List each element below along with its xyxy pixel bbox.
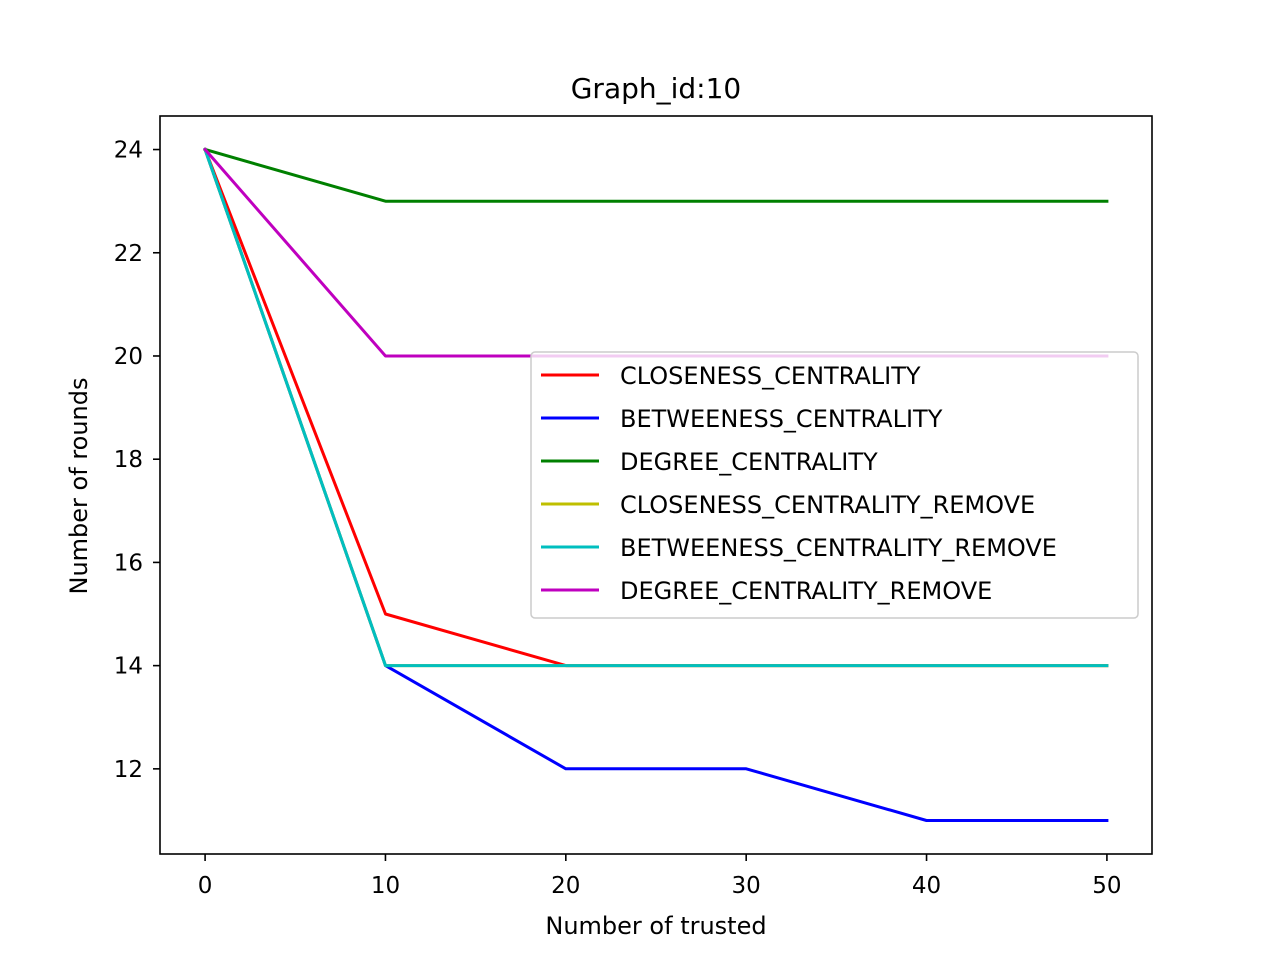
y-tick-label: 24: [114, 138, 143, 164]
y-tick-label: 22: [114, 241, 143, 267]
y-axis-label: Number of rounds: [65, 378, 93, 595]
y-tick-label: 14: [114, 654, 143, 680]
x-tick-label: 0: [198, 873, 213, 899]
x-axis: 0 10 20 30 40 50: [198, 854, 1122, 899]
x-tick-label: 30: [732, 873, 761, 899]
y-tick-label: 12: [114, 757, 143, 783]
legend-label: DEGREE_CENTRALITY: [620, 448, 878, 476]
chart-title: Graph_id:10: [571, 72, 742, 105]
x-tick-label: 20: [551, 873, 580, 899]
legend-label: CLOSENESS_CENTRALITY: [620, 362, 921, 390]
series-line-betweeness-centrality-remove: [203, 147, 1109, 668]
y-tick-label: 20: [114, 344, 143, 370]
x-tick-label: 10: [371, 873, 400, 899]
y-axis: 12 14 16 18 20 22 24: [114, 138, 160, 783]
legend-box: [530, 351, 1139, 619]
series-line-degree-centrality: [203, 147, 1109, 203]
legend-label: DEGREE_CENTRALITY_REMOVE: [620, 577, 992, 605]
y-tick-label: 16: [114, 550, 143, 576]
x-tick-label: 50: [1092, 873, 1121, 899]
plot-frame: [159, 115, 1153, 855]
legend-label: BETWEENESS_CENTRALITY_REMOVE: [620, 534, 1057, 562]
x-axis-label: Number of trusted: [545, 912, 766, 940]
x-tick-label: 40: [912, 873, 941, 899]
legend-label: BETWEENESS_CENTRALITY: [620, 405, 943, 433]
legend-label: CLOSENESS_CENTRALITY_REMOVE: [620, 491, 1035, 519]
y-tick-label: 18: [114, 447, 143, 473]
legend: CLOSENESS_CENTRALITY BETWEENESS_CENTRALIT…: [530, 351, 1139, 619]
